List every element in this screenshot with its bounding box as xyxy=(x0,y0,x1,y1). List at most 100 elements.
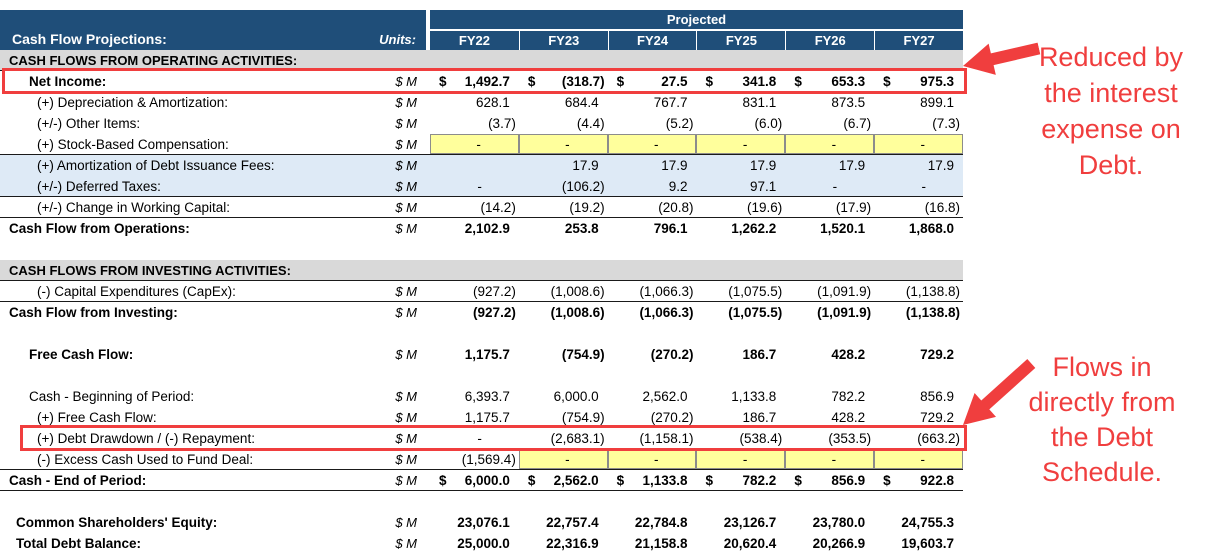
value-cell[interactable]: 831.1 xyxy=(696,92,785,113)
value-cell[interactable]: - xyxy=(785,176,874,196)
year-header[interactable]: FY26 xyxy=(785,31,874,50)
value-cell[interactable]: - xyxy=(518,449,608,469)
value-cell[interactable]: 796.1 xyxy=(608,218,697,239)
value-cell[interactable]: (927.2) xyxy=(430,281,519,301)
value-cell[interactable]: (5.2) xyxy=(608,113,697,134)
value-cell[interactable]: (1,075.5) xyxy=(696,302,785,323)
value-cell[interactable]: 1,520.1 xyxy=(785,218,874,239)
value-cell[interactable]: 1,868.0 xyxy=(874,218,963,239)
value-cell[interactable]: 21,158.8 xyxy=(608,533,697,554)
value-cell[interactable]: (927.2) xyxy=(430,302,519,323)
value-cell[interactable]: 6,393.7 xyxy=(430,386,519,407)
value-cell[interactable]: - xyxy=(518,134,608,154)
value-cell[interactable]: 17.9 xyxy=(874,155,963,176)
value-cell[interactable]: 729.2 xyxy=(874,407,963,428)
value-cell[interactable]: 856.9 xyxy=(874,386,963,407)
value-cell[interactable]: (663.2) xyxy=(874,428,963,449)
value-cell[interactable]: 20,620.4 xyxy=(696,533,785,554)
year-header[interactable]: FY23 xyxy=(518,31,608,50)
year-header[interactable]: FY25 xyxy=(696,31,785,50)
value-cell[interactable]: 899.1 xyxy=(874,92,963,113)
value-cell[interactable]: (106.2) xyxy=(519,176,608,196)
value-cell[interactable]: (19.2) xyxy=(519,197,608,217)
value-cell[interactable] xyxy=(430,155,519,176)
value-cell[interactable]: (353.5) xyxy=(785,428,874,449)
value-cell[interactable]: 17.9 xyxy=(519,155,608,176)
value-cell[interactable]: (270.2) xyxy=(608,407,697,428)
value-cell[interactable]: 20,266.9 xyxy=(785,533,874,554)
year-header[interactable]: FY24 xyxy=(607,31,697,50)
value-cell[interactable]: 22,784.8 xyxy=(608,512,697,533)
value-cell[interactable]: 1,175.7 xyxy=(430,407,519,428)
value-cell[interactable]: - xyxy=(785,449,875,469)
value-cell[interactable]: $1,492.7 xyxy=(430,71,519,92)
title-cell[interactable]: Cash Flow Projections: Units: xyxy=(0,10,426,50)
value-cell[interactable]: (1,138.8) xyxy=(874,302,963,323)
value-cell[interactable]: - xyxy=(696,134,786,154)
value-cell[interactable]: 782.2 xyxy=(785,386,874,407)
value-cell[interactable]: 428.2 xyxy=(785,344,874,365)
value-cell[interactable]: 186.7 xyxy=(696,344,785,365)
value-cell[interactable]: (1,075.5) xyxy=(696,281,785,301)
value-cell[interactable]: 628.1 xyxy=(430,92,519,113)
year-header[interactable]: FY22 xyxy=(458,33,490,48)
value-cell[interactable]: 23,076.1 xyxy=(430,512,519,533)
value-cell[interactable]: - xyxy=(785,134,875,154)
value-cell[interactable]: (1,158.1) xyxy=(608,428,697,449)
value-cell[interactable]: 25,000.0 xyxy=(430,533,519,554)
value-cell[interactable]: - xyxy=(430,134,519,154)
value-cell[interactable]: - xyxy=(430,428,519,449)
value-cell[interactable]: (6.0) xyxy=(696,113,785,134)
value-cell[interactable]: - xyxy=(874,449,963,469)
value-cell[interactable]: (1,138.8) xyxy=(874,281,963,301)
value-cell[interactable]: 17.9 xyxy=(608,155,697,176)
value-cell[interactable]: 767.7 xyxy=(608,92,697,113)
value-cell[interactable]: (19.6) xyxy=(696,197,785,217)
value-cell[interactable]: 253.8 xyxy=(519,218,608,239)
value-cell[interactable]: (6.7) xyxy=(785,113,874,134)
value-cell[interactable]: 1,133.8 xyxy=(696,386,785,407)
value-cell[interactable]: $856.9 xyxy=(785,470,874,490)
value-cell[interactable]: 729.2 xyxy=(874,344,963,365)
value-cell[interactable]: (1,008.6) xyxy=(519,281,608,301)
value-cell[interactable]: 23,780.0 xyxy=(785,512,874,533)
value-cell[interactable]: 873.5 xyxy=(785,92,874,113)
value-cell[interactable]: 186.7 xyxy=(696,407,785,428)
value-cell[interactable]: (1,569.4) xyxy=(430,449,519,469)
value-cell[interactable]: (1,008.6) xyxy=(519,302,608,323)
year-header[interactable]: FY27 xyxy=(874,31,963,50)
value-cell[interactable]: $782.2 xyxy=(696,470,785,490)
value-cell[interactable]: (20.8) xyxy=(608,197,697,217)
value-cell[interactable]: 23,126.7 xyxy=(696,512,785,533)
value-cell[interactable]: 97.1 xyxy=(696,176,785,196)
value-cell[interactable]: - xyxy=(874,134,963,154)
value-cell[interactable]: (1,091.9) xyxy=(785,302,874,323)
value-cell[interactable]: (538.4) xyxy=(696,428,785,449)
value-cell[interactable]: - xyxy=(607,134,697,154)
value-cell[interactable]: $975.3 xyxy=(874,71,963,92)
value-cell[interactable]: - xyxy=(607,449,697,469)
value-cell[interactable]: 19,603.7 xyxy=(874,533,963,554)
value-cell[interactable]: $1,133.8 xyxy=(608,470,697,490)
value-cell[interactable]: 1,262.2 xyxy=(696,218,785,239)
value-cell[interactable]: (7.3) xyxy=(874,113,963,134)
value-cell[interactable]: $922.8 xyxy=(874,470,963,490)
value-cell[interactable]: (754.9) xyxy=(519,344,608,365)
value-cell[interactable]: $ (318.7) xyxy=(519,71,608,92)
value-cell[interactable]: 24,755.3 xyxy=(874,512,963,533)
value-cell[interactable]: 22,757.4 xyxy=(519,512,608,533)
value-cell[interactable]: (2,683.1) xyxy=(519,428,608,449)
value-cell[interactable]: 2,562.0 xyxy=(608,386,697,407)
value-cell[interactable]: 1,175.7 xyxy=(430,344,519,365)
value-cell[interactable]: (270.2) xyxy=(608,344,697,365)
value-cell[interactable]: (3.7) xyxy=(430,113,519,134)
value-cell[interactable]: (1,091.9) xyxy=(785,281,874,301)
value-cell[interactable]: (754.9) xyxy=(519,407,608,428)
value-cell[interactable]: 17.9 xyxy=(785,155,874,176)
value-cell[interactable]: 22,316.9 xyxy=(519,533,608,554)
value-cell[interactable]: 428.2 xyxy=(785,407,874,428)
value-cell[interactable]: $2,562.0 xyxy=(519,470,608,490)
value-cell[interactable]: 2,102.9 xyxy=(430,218,519,239)
value-cell[interactable]: - xyxy=(430,176,519,196)
value-cell[interactable]: $6,000.0 xyxy=(430,470,519,490)
